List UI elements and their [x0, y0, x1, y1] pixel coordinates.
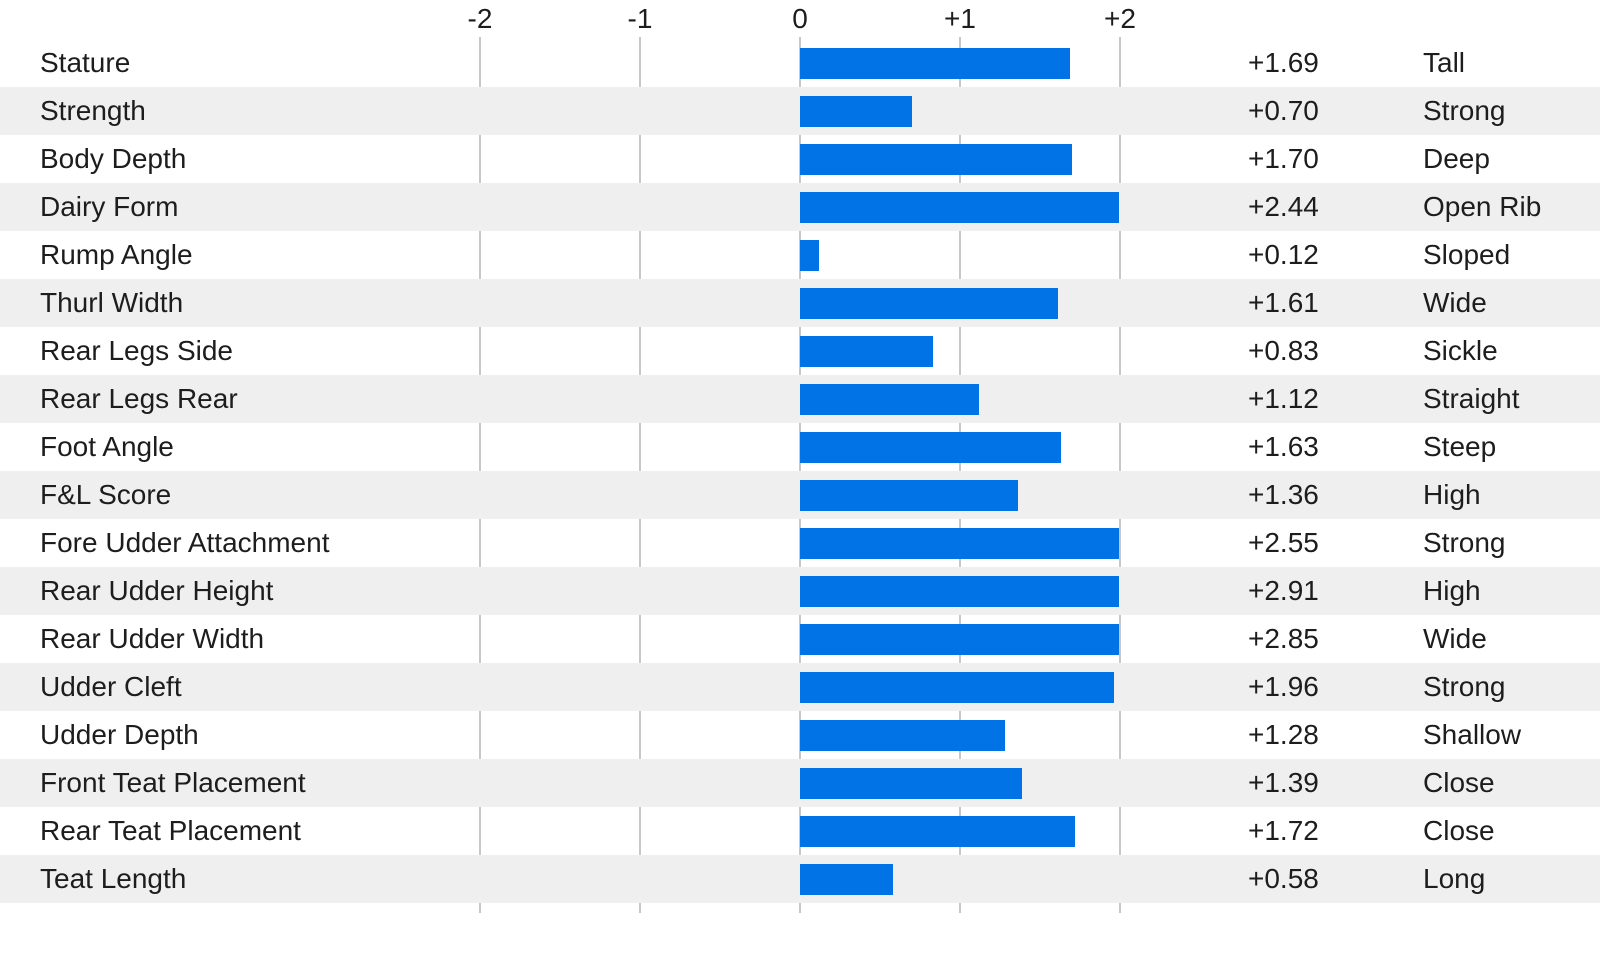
axis-tick-label: 0	[792, 3, 808, 34]
trait-label: Udder Cleft	[40, 671, 182, 702]
trait-value: +0.12	[1248, 239, 1319, 270]
trait-row: Rear Teat Placement +1.72 Close	[0, 807, 1600, 855]
trait-value: +1.63	[1248, 431, 1319, 462]
trait-value: +1.36	[1248, 479, 1319, 510]
trait-bar	[800, 191, 1119, 223]
trait-descriptor: Strong	[1423, 95, 1506, 126]
trait-bar	[800, 575, 1119, 607]
trait-label: Thurl Width	[40, 287, 184, 318]
trait-row: Udder Cleft +1.96 Strong	[0, 663, 1600, 711]
trait-label: Rear Teat Placement	[40, 815, 301, 846]
trait-label: Strength	[40, 95, 146, 126]
trait-descriptor: Straight	[1423, 383, 1520, 414]
trait-value: +2.91	[1248, 575, 1319, 606]
trait-bar	[800, 815, 1076, 847]
trait-descriptor: Strong	[1423, 527, 1506, 558]
trait-descriptor: Tall	[1423, 47, 1466, 78]
trait-bar	[800, 95, 912, 127]
trait-label: Body Depth	[40, 143, 187, 174]
axis-tick-label: +2	[1104, 3, 1136, 34]
trait-label: Rear Udder Height	[40, 575, 274, 606]
trait-bar	[800, 287, 1058, 319]
trait-descriptor: Close	[1423, 815, 1495, 846]
trait-value: +2.55	[1248, 527, 1319, 558]
trait-descriptor: Close	[1423, 767, 1495, 798]
trait-descriptor: Wide	[1423, 287, 1487, 318]
trait-value: +0.70	[1248, 95, 1319, 126]
trait-label: Foot Angle	[40, 431, 174, 462]
trait-value: +1.69	[1248, 47, 1319, 78]
trait-label: Front Teat Placement	[40, 767, 306, 798]
trait-row: Rump Angle +0.12 Sloped	[0, 231, 1600, 279]
trait-row: Thurl Width +1.61 Wide	[0, 279, 1600, 327]
trait-bar	[800, 671, 1114, 703]
trait-descriptor: Shallow	[1423, 719, 1522, 750]
trait-value: +0.83	[1248, 335, 1319, 366]
trait-label: Udder Depth	[40, 719, 199, 750]
trait-descriptor: Sloped	[1423, 239, 1511, 270]
trait-bar	[800, 143, 1072, 175]
trait-bar	[800, 623, 1119, 655]
trait-label: Teat Length	[40, 863, 187, 894]
trait-label: F&L Score	[40, 479, 172, 510]
trait-value: +2.85	[1248, 623, 1319, 654]
trait-row: F&L Score +1.36 High	[0, 471, 1600, 519]
trait-descriptor: High	[1423, 479, 1481, 510]
trait-bar	[800, 479, 1018, 511]
trait-bar	[800, 719, 1005, 751]
trait-row: Stature +1.69 Tall	[0, 39, 1600, 87]
trait-label: Rear Udder Width	[40, 623, 265, 654]
trait-row: Rear Legs Side +0.83 Sickle	[0, 327, 1600, 375]
trait-bar	[800, 239, 820, 271]
trait-descriptor: Open Rib	[1423, 191, 1542, 222]
trait-row: Body Depth +1.70 Deep	[0, 135, 1600, 183]
trait-bar	[800, 863, 893, 895]
trait-value: +1.39	[1248, 767, 1319, 798]
trait-value: +1.70	[1248, 143, 1319, 174]
trait-row: Fore Udder Attachment +2.55 Strong	[0, 519, 1600, 567]
trait-descriptor: High	[1423, 575, 1481, 606]
trait-row: Udder Depth +1.28 Shallow	[0, 711, 1600, 759]
trait-label: Rear Legs Rear	[40, 383, 238, 414]
trait-descriptor: Wide	[1423, 623, 1487, 654]
trait-descriptor: Sickle	[1423, 335, 1498, 366]
trait-label: Rump Angle	[40, 239, 193, 270]
trait-descriptor: Deep	[1423, 143, 1490, 174]
trait-row: Foot Angle +1.63 Steep	[0, 423, 1600, 471]
trait-bar	[800, 383, 980, 415]
trait-bar	[800, 431, 1061, 463]
trait-value: +1.72	[1248, 815, 1319, 846]
trait-value: +2.44	[1248, 191, 1319, 222]
trait-descriptor: Steep	[1423, 431, 1497, 462]
trait-descriptor: Long	[1423, 863, 1486, 894]
trait-label: Rear Legs Side	[40, 335, 234, 366]
trait-row: Rear Udder Width +2.85 Wide	[0, 615, 1600, 663]
trait-value: +1.12	[1248, 383, 1319, 414]
trait-row: Strength +0.70 Strong	[0, 87, 1600, 135]
axis-tick-label: -2	[467, 3, 493, 34]
trait-bar	[800, 527, 1119, 559]
trait-label: Stature	[40, 47, 131, 78]
trait-value: +1.61	[1248, 287, 1319, 318]
axis-tick-label: -1	[627, 3, 653, 34]
trait-label: Fore Udder Attachment	[40, 527, 330, 558]
trait-value: +1.96	[1248, 671, 1319, 702]
trait-bar	[800, 47, 1071, 79]
trait-value: +0.58	[1248, 863, 1319, 894]
axis-tick-label: +1	[944, 3, 976, 34]
trait-bar	[800, 335, 933, 367]
trait-bar	[800, 767, 1023, 799]
trait-value: +1.28	[1248, 719, 1319, 750]
trait-descriptor: Strong	[1423, 671, 1506, 702]
trait-label: Dairy Form	[40, 191, 179, 222]
